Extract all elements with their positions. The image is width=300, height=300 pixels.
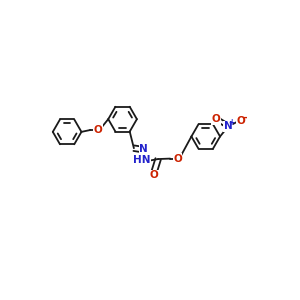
Text: +: + xyxy=(228,118,235,127)
Text: O: O xyxy=(93,125,102,135)
Text: O: O xyxy=(212,114,220,124)
Text: O: O xyxy=(237,116,245,126)
Text: N: N xyxy=(224,121,233,131)
Text: O: O xyxy=(150,170,158,180)
Text: O: O xyxy=(173,154,182,164)
Text: -: - xyxy=(242,112,247,122)
Text: N: N xyxy=(139,144,148,154)
Text: HN: HN xyxy=(133,155,151,165)
